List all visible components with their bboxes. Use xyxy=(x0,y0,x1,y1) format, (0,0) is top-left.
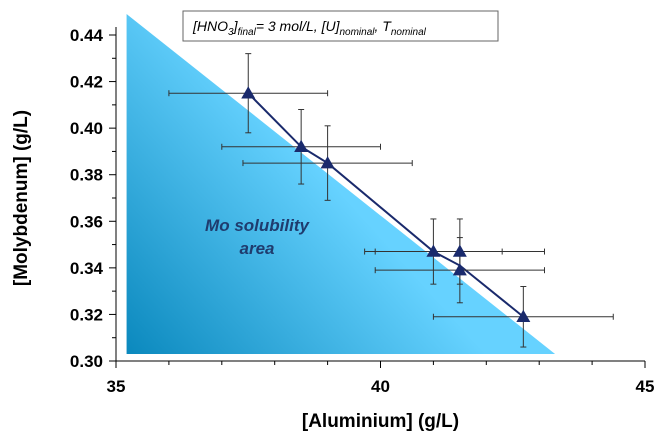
y-tick-label: 0.36 xyxy=(70,212,103,231)
region-label: Mo solubility area xyxy=(205,216,310,258)
data-point-marker xyxy=(241,86,256,99)
data-point-marker xyxy=(452,244,467,257)
y-tick-label: 0.44 xyxy=(70,26,104,45)
y-tick-label: 0.30 xyxy=(70,352,103,371)
x-tick-label: 40 xyxy=(371,377,390,396)
legend-box xyxy=(182,10,499,42)
x-tick-label: 35 xyxy=(107,377,126,396)
data-point-marker xyxy=(426,244,441,257)
legend-text: [HNO3]final= 3 mol/L, [U]nominal, Tnomin… xyxy=(192,18,427,38)
trend-line xyxy=(247,92,524,318)
solubility-region xyxy=(126,14,556,355)
y-axis-title: [Molybdenum] (g/L) xyxy=(11,110,32,286)
x-axis-title: [Aluminium] (g/L) xyxy=(302,411,459,432)
y-tick-label: 0.38 xyxy=(70,166,103,185)
y-tick-label: 0.32 xyxy=(70,305,103,324)
y-tick-label: 0.42 xyxy=(70,73,103,92)
data-point-marker xyxy=(516,309,531,323)
data-point-marker xyxy=(320,156,335,169)
data-point-marker xyxy=(452,263,467,276)
data-point-marker xyxy=(294,139,309,153)
x-tick-label: 45 xyxy=(636,377,655,396)
y-tick-label: 0.40 xyxy=(70,119,103,138)
y-tick-label: 0.34 xyxy=(70,259,104,278)
